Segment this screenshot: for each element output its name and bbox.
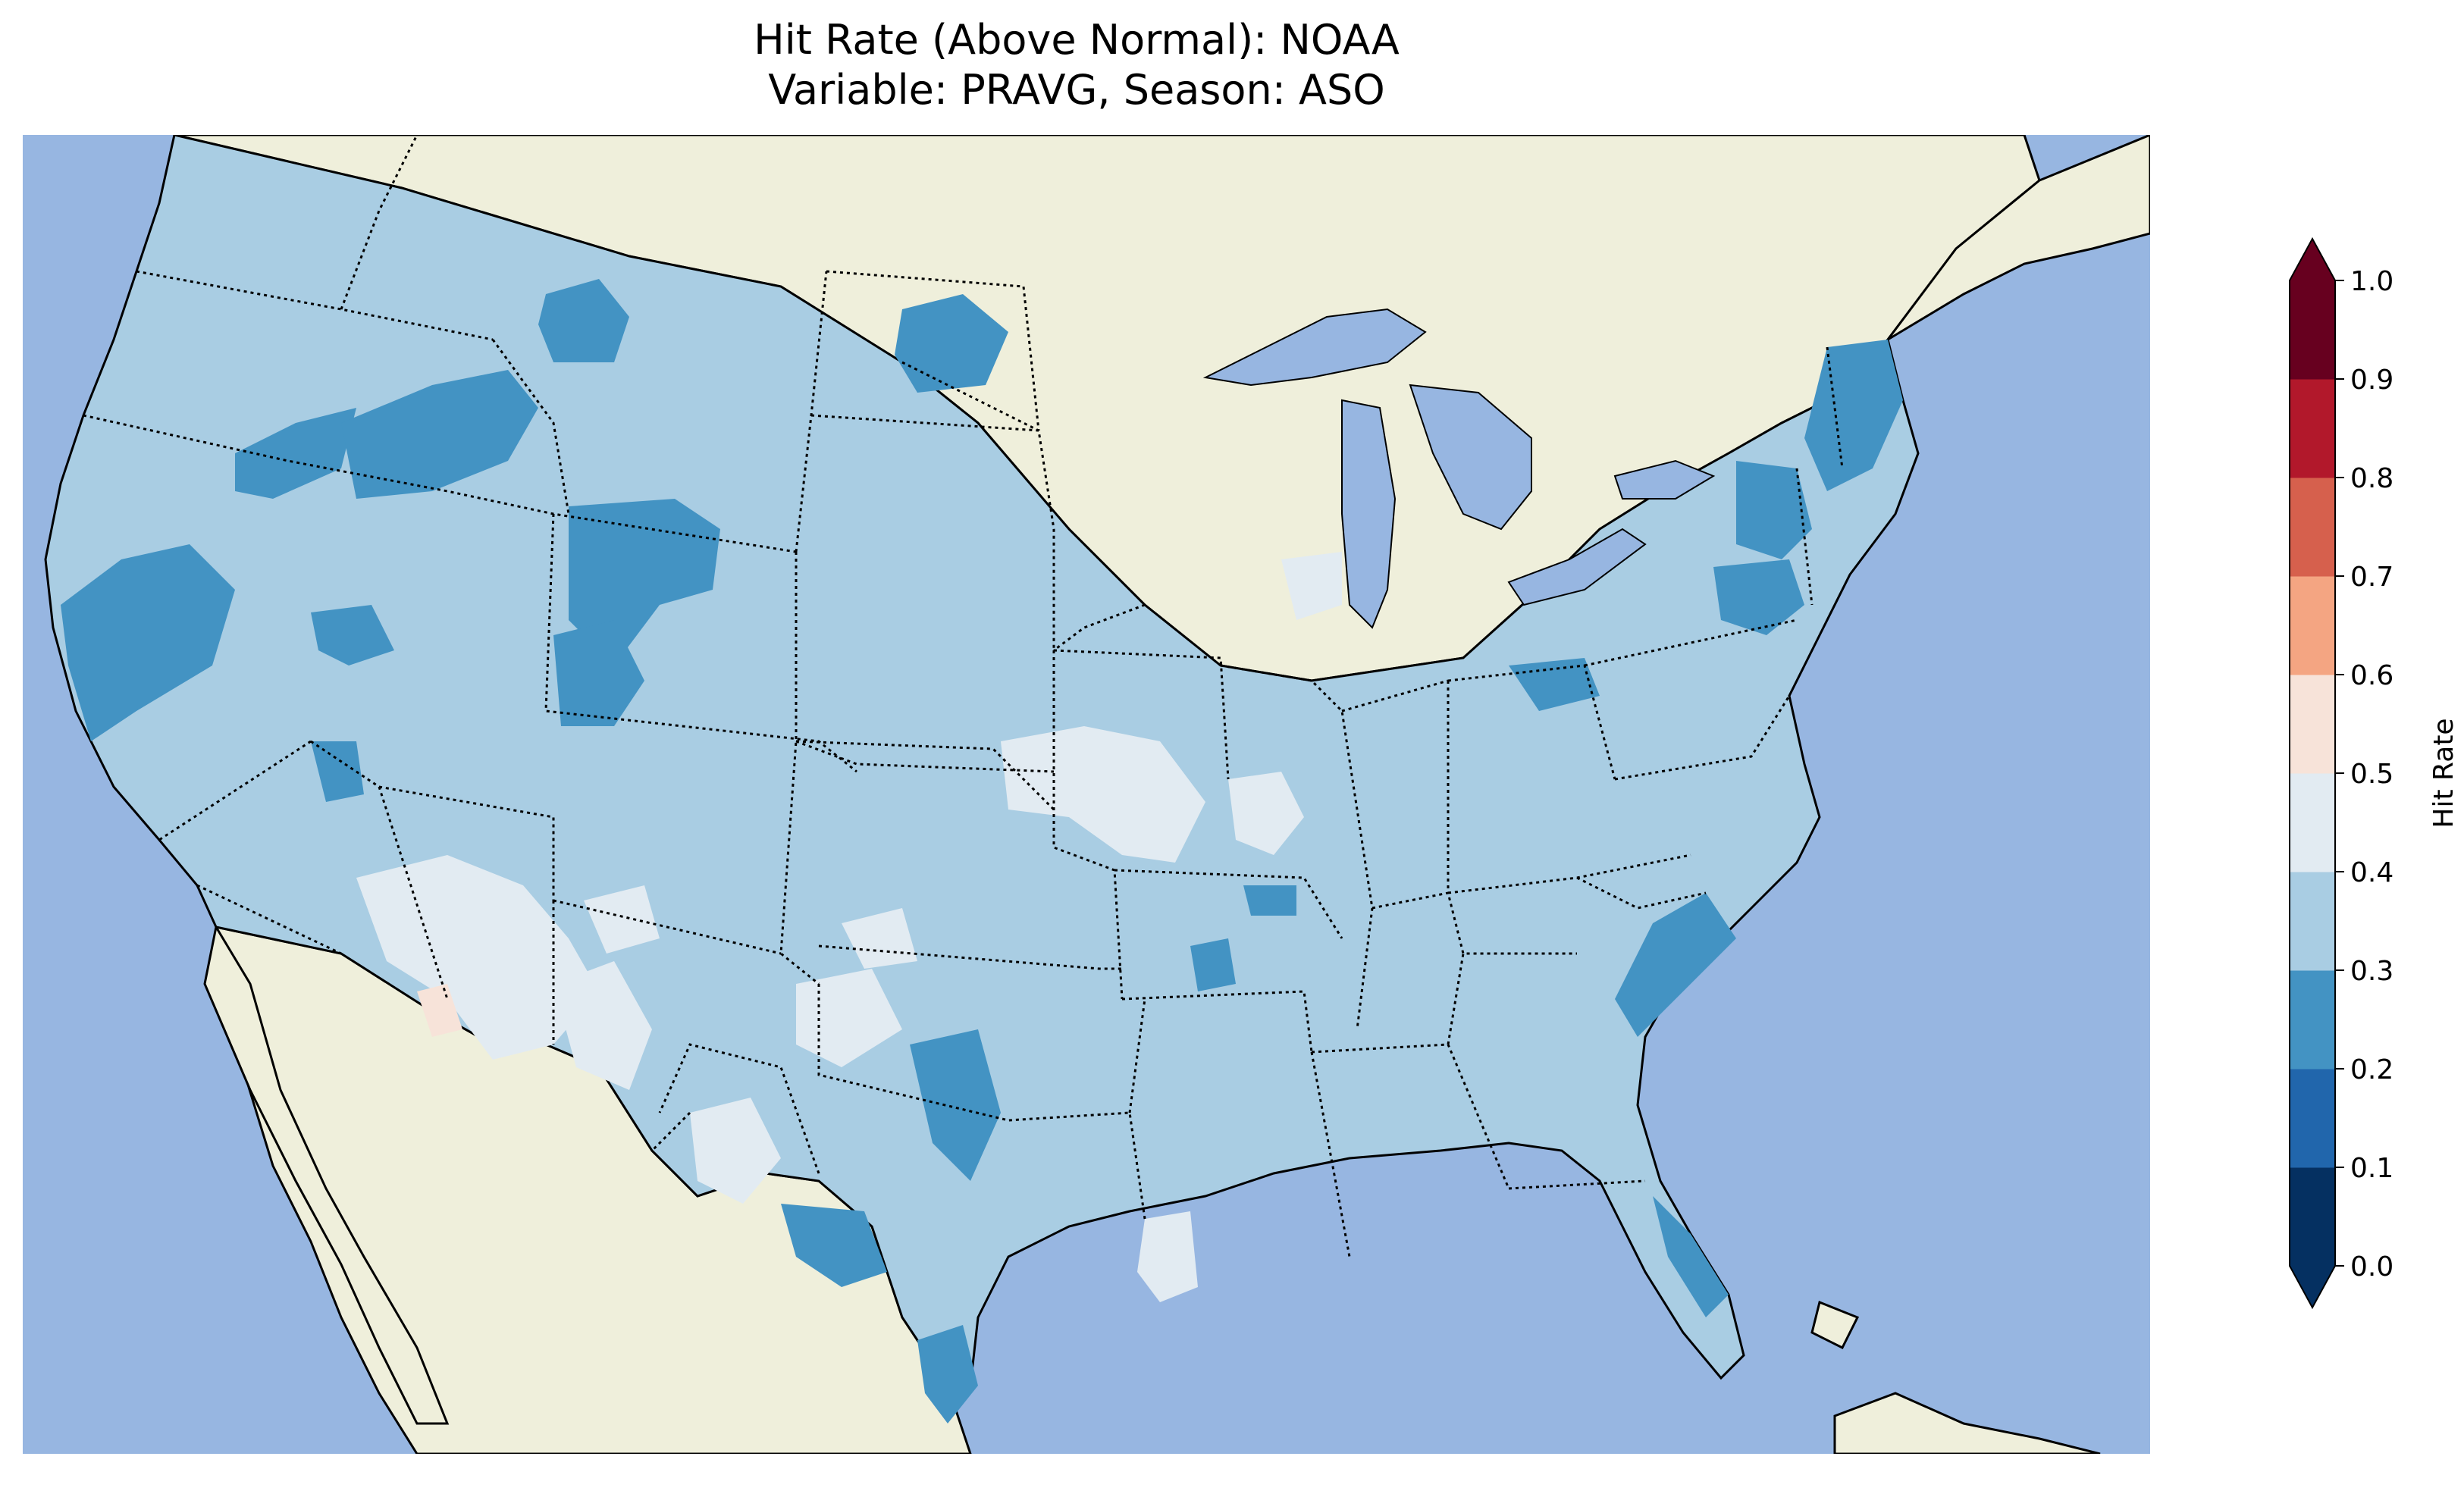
region-utah-south xyxy=(584,885,660,954)
lake-michigan xyxy=(1341,399,1397,629)
colorbar: 0.0 0.1 0.2 0.3 0.4 0.5 0.6 0.7 0.8 0.9 1.0 Hit Rat… xyxy=(2267,235,2464,1372)
region-north-dakota xyxy=(895,294,1008,393)
region-florida-east xyxy=(1653,1196,1729,1317)
map-panel xyxy=(23,135,2150,1454)
colorbar-tick-label: 0.5 xyxy=(2350,759,2393,790)
region-wisconsin xyxy=(1281,552,1342,620)
region-carolinas xyxy=(1615,893,1736,1037)
lake-huron xyxy=(1409,384,1532,531)
colorbar-bin xyxy=(2290,970,2335,1070)
colorbar-bin xyxy=(2290,872,2335,971)
region-iowa-kansas xyxy=(1001,726,1205,863)
region-montana-west xyxy=(538,279,629,362)
baja-land xyxy=(203,923,450,1425)
colorbar-bin xyxy=(2290,1167,2335,1267)
colorbar-canvas: 0.0 0.1 0.2 0.3 0.4 0.5 0.6 0.7 0.8 0.9 1.0 Hit Rat… xyxy=(2289,236,2459,1310)
cuba-land xyxy=(1833,1392,2101,1454)
region-oregon-interior xyxy=(235,408,356,499)
colorbar-tick-label: 0.4 xyxy=(2350,857,2393,888)
colorbar-bin xyxy=(2290,576,2335,675)
region-arizona-east xyxy=(553,961,652,1090)
lake-erie xyxy=(1507,528,1647,606)
colorbar-bin xyxy=(2290,1069,2335,1168)
colorbar-tick-label: 0.0 xyxy=(2350,1251,2393,1283)
region-kansas xyxy=(842,908,917,969)
colorbar-tick-label: 0.9 xyxy=(2350,365,2393,396)
colorbar-tick-label: 0.3 xyxy=(2350,956,2393,987)
colorbar-bin xyxy=(2290,773,2335,872)
region-missouri-south xyxy=(1243,885,1296,916)
region-illinois xyxy=(1228,772,1304,855)
hit-rate-field xyxy=(61,279,1903,1424)
region-colorado-north xyxy=(553,620,644,726)
colorbar-bin xyxy=(2290,478,2335,577)
region-new-england xyxy=(1804,340,1903,491)
colorbar-tick-label: 0.2 xyxy=(2350,1054,2393,1085)
colorbar-label: Hit Rate xyxy=(2428,718,2459,828)
title-line-1: Hit Rate (Above Normal): NOAA xyxy=(754,16,1400,64)
colorbar-over-extend xyxy=(2290,239,2335,280)
region-texas-gulf xyxy=(781,1204,887,1287)
region-new-york xyxy=(1736,461,1812,559)
maritimes-land xyxy=(1886,135,2150,341)
region-texas-south xyxy=(917,1325,978,1424)
colorbar-tick-label: 0.6 xyxy=(2350,660,2393,691)
colorbar-bin xyxy=(2290,675,2335,774)
region-nevada xyxy=(311,741,364,802)
region-oklahoma xyxy=(796,969,902,1067)
bahamas-land xyxy=(1810,1300,1860,1350)
region-pennsylvania-east xyxy=(1713,559,1804,635)
region-arizona-sw xyxy=(417,984,462,1037)
colorbar-bin xyxy=(2290,379,2335,478)
colorbar-bin xyxy=(2290,280,2335,380)
region-arkansas xyxy=(1190,938,1236,991)
map-canvas xyxy=(23,135,2150,1454)
region-louisiana xyxy=(1137,1211,1198,1302)
region-texas-central xyxy=(910,1029,1001,1181)
colorbar-tick-label: 0.1 xyxy=(2350,1153,2393,1184)
lake-ontario xyxy=(1613,459,1716,500)
region-utah-north xyxy=(311,605,394,666)
lake-superior xyxy=(1202,308,1427,387)
region-new-mexico xyxy=(690,1098,781,1204)
colorbar-tick-label: 0.8 xyxy=(2350,463,2393,494)
title-line-2: Variable: PRAVG, Season: ASO xyxy=(768,66,1385,114)
region-pnw-coast xyxy=(61,544,235,741)
map-title: Hit Rate (Above Normal): NOAA Variable: … xyxy=(0,15,2153,115)
colorbar-tick-label: 0.7 xyxy=(2350,562,2393,593)
colorbar-under-extend xyxy=(2290,1266,2335,1308)
region-idaho xyxy=(341,370,538,499)
colorbar-tick-label: 1.0 xyxy=(2350,266,2393,297)
state-borders xyxy=(83,135,1844,1258)
